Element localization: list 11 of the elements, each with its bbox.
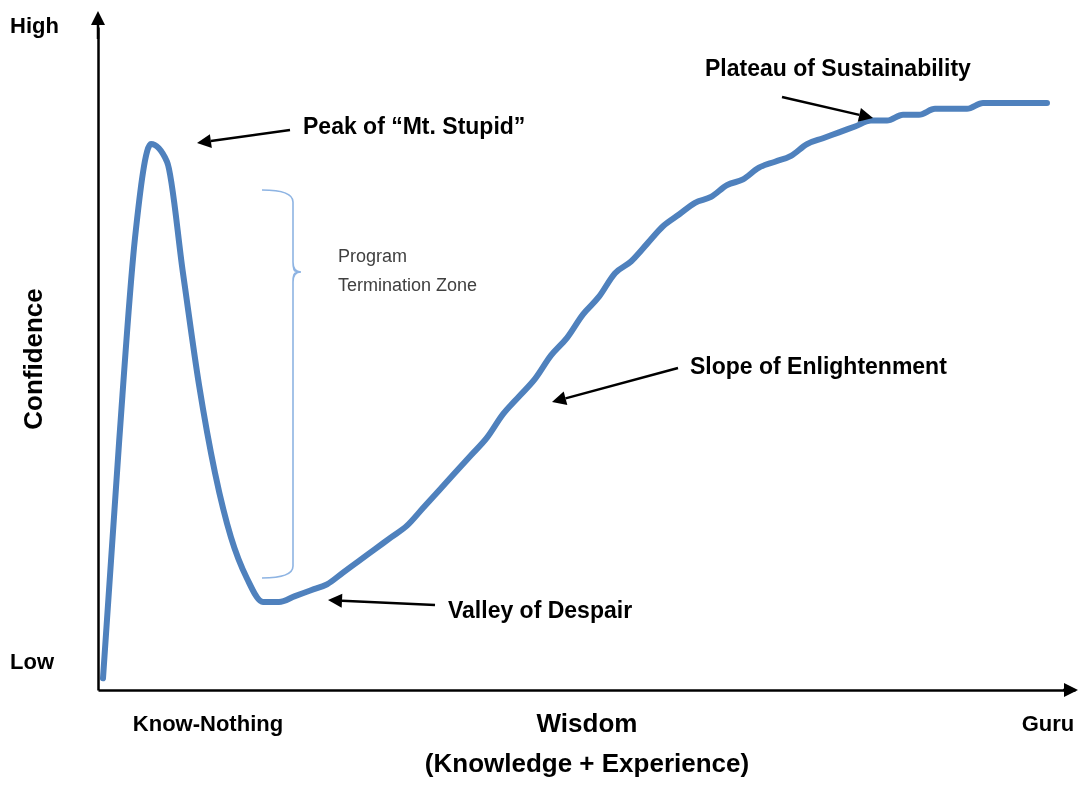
y-axis-title: Confidence: [17, 288, 48, 430]
annotation: Peak of “Mt. Stupid”: [303, 113, 526, 140]
annotation: Program Termination Zone: [338, 245, 478, 295]
text: Know-Nothing: [132, 710, 284, 736]
text: Plateau of Sustainability: [705, 55, 972, 82]
annotation: Slope of Enlightenment: [690, 353, 948, 380]
text: Low: [10, 648, 55, 674]
annotation: Valley of Despair: [448, 597, 633, 624]
text: Guru: [1021, 710, 1075, 736]
text: High: [10, 12, 59, 38]
x-axis-title: Wisdom (Knowledge + Experience): [424, 707, 750, 778]
